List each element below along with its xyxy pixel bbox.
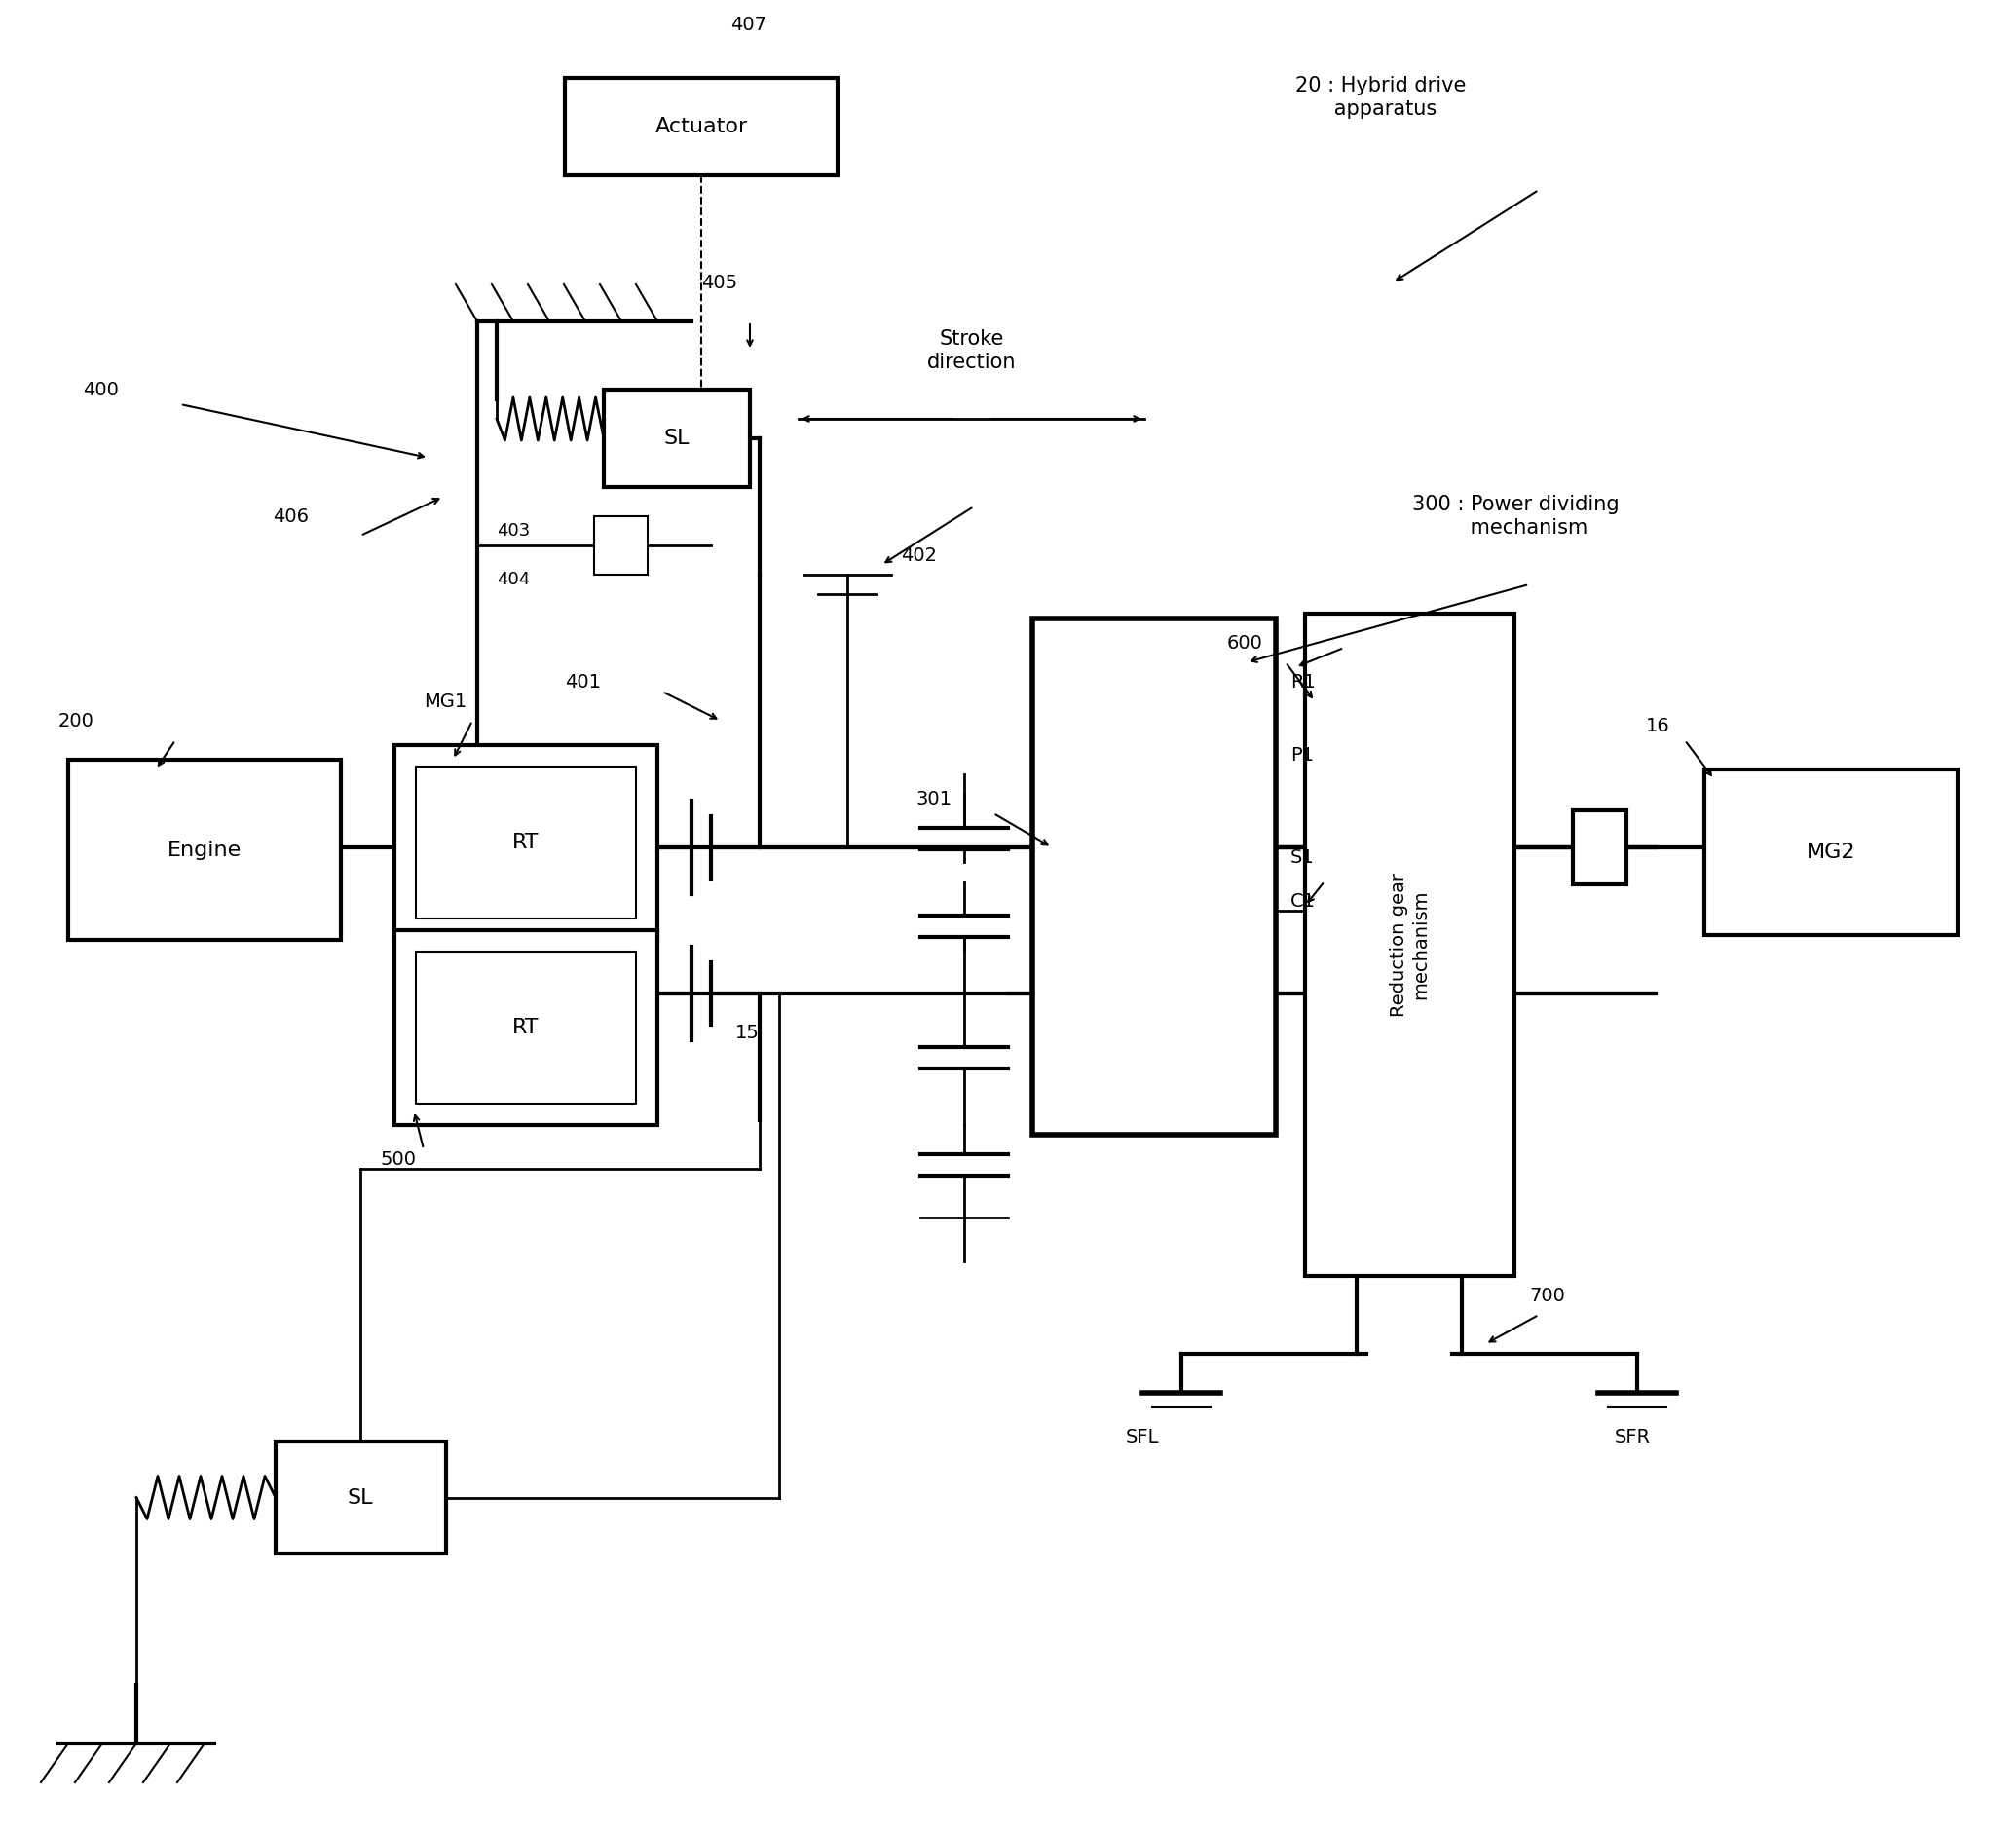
Bar — [1304, 613, 1514, 1276]
Text: 407: 407 — [730, 15, 766, 33]
Text: 200: 200 — [58, 712, 95, 731]
Bar — [395, 745, 657, 940]
Bar — [1572, 810, 1627, 885]
Text: 402: 402 — [901, 545, 937, 564]
Bar — [1704, 769, 1958, 935]
Text: MG1: MG1 — [423, 692, 468, 711]
Text: 300 : Power dividing
         mechanism: 300 : Power dividing mechanism — [1411, 496, 1619, 538]
Text: SL: SL — [347, 1487, 373, 1507]
Text: MG2: MG2 — [1806, 843, 1855, 861]
Text: 600: 600 — [1228, 633, 1264, 652]
Text: SFL: SFL — [1125, 1427, 1159, 1447]
Text: 16: 16 — [1645, 716, 1669, 734]
Text: Engine: Engine — [167, 841, 242, 859]
Bar — [1032, 619, 1276, 1135]
Text: 301: 301 — [915, 789, 952, 808]
Text: 403: 403 — [496, 521, 530, 540]
Text: S1: S1 — [1290, 848, 1314, 867]
Text: Stroke
direction: Stroke direction — [927, 330, 1016, 371]
Bar — [395, 931, 657, 1125]
Text: 400: 400 — [83, 380, 119, 398]
Bar — [564, 77, 837, 174]
Text: 405: 405 — [702, 274, 738, 292]
Text: 404: 404 — [496, 571, 530, 588]
Bar — [69, 760, 341, 940]
Text: SFR: SFR — [1615, 1427, 1651, 1447]
Text: 401: 401 — [564, 672, 601, 690]
Bar — [605, 389, 750, 487]
Text: 500: 500 — [379, 1149, 415, 1168]
Text: 20 : Hybrid drive
      apparatus: 20 : Hybrid drive apparatus — [1296, 77, 1466, 119]
Text: Reduction gear
mechanism: Reduction gear mechanism — [1389, 872, 1429, 1017]
Text: 700: 700 — [1528, 1287, 1564, 1305]
Bar — [415, 951, 635, 1103]
Text: RT: RT — [512, 1017, 540, 1037]
Bar — [276, 1441, 446, 1553]
Text: RT: RT — [512, 834, 540, 852]
Text: R1: R1 — [1290, 672, 1316, 690]
Text: 15: 15 — [736, 1023, 760, 1041]
Text: SL: SL — [663, 428, 689, 448]
Bar — [595, 516, 647, 575]
Text: Actuator: Actuator — [655, 118, 748, 136]
Text: 406: 406 — [272, 507, 308, 525]
Bar — [415, 767, 635, 918]
Text: P1: P1 — [1290, 745, 1314, 764]
Text: C1: C1 — [1290, 892, 1316, 911]
